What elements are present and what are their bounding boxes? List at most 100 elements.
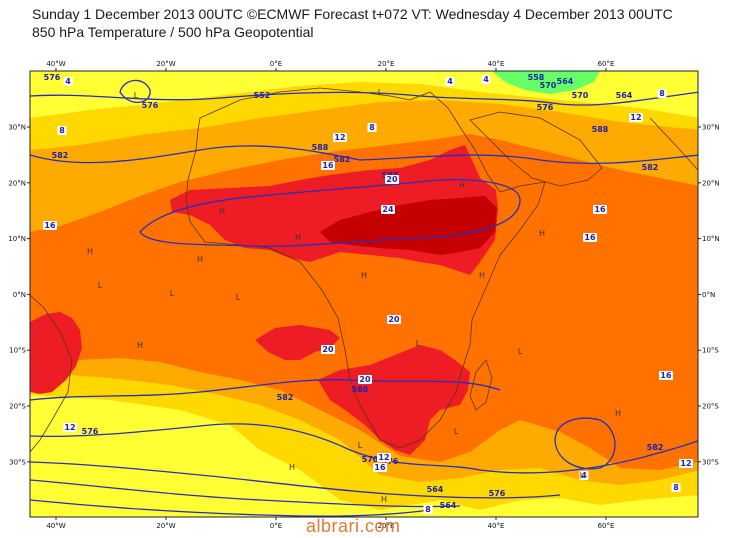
temperature-label-box: [445, 77, 455, 86]
left-lat-label: 30°S: [9, 458, 26, 466]
geopotential-label: 570: [572, 91, 589, 100]
top-lon-label: 20°W: [156, 60, 175, 68]
temperature-label-box: [579, 471, 589, 480]
temperature-label-box: [387, 315, 401, 324]
low-pressure-marker: L: [134, 91, 139, 100]
temperature-label-box: [679, 459, 693, 468]
geopotential-label: 570: [362, 455, 379, 464]
right-lat-label: 30°S: [702, 458, 719, 466]
temperature-label: 24: [382, 205, 394, 214]
bottom-lon-label: 60°E: [598, 522, 615, 530]
temperature-label: 16: [44, 221, 56, 230]
temperature-label: 12: [630, 113, 641, 122]
temperature-label: 20: [359, 375, 371, 384]
temperature-label-box: [63, 423, 77, 432]
low-pressure-marker: L: [416, 339, 421, 348]
geopotential-label: 570: [540, 81, 557, 90]
high-pressure-marker: H: [381, 495, 387, 504]
low-pressure-marker: L: [358, 441, 363, 450]
left-lat-label: 0°N: [13, 291, 26, 299]
geopotential-label: 558: [528, 73, 545, 82]
left-lat-label: 20°N: [8, 179, 26, 187]
geopotential-label: 588: [592, 125, 609, 134]
geopotential-label: 564: [440, 501, 457, 510]
right-lat-label: 20°N: [702, 179, 720, 187]
low-pressure-marker: L: [236, 293, 241, 302]
temperature-label: 4: [483, 75, 489, 84]
africa-coast: [185, 87, 546, 449]
contour-582-north: [30, 145, 698, 165]
temperature-label: 16: [374, 463, 386, 472]
temperature-label-box: [423, 505, 433, 514]
right-lat-label: 0°N: [702, 291, 715, 299]
geopotential-label: 582: [642, 163, 659, 172]
geopotential-label: 582: [334, 155, 351, 164]
high-pressure-marker: H: [479, 271, 485, 280]
top-lon-label: 60°E: [598, 60, 615, 68]
temperature-label: 16: [322, 161, 334, 170]
high-pressure-marker: H: [361, 271, 367, 280]
geopotential-label: 564: [427, 485, 444, 494]
bottom-lon-label: 0°E: [270, 522, 282, 530]
temperature-label-box: [373, 463, 387, 472]
geopotential-label: 582: [277, 393, 294, 402]
contour-564-south: [30, 499, 431, 517]
temperature-label-box: [657, 89, 667, 98]
temperature-field: [30, 71, 698, 517]
top-lon-label: 0°E: [270, 60, 282, 68]
temperature-label: 4: [65, 77, 71, 86]
temperature-label-box: [63, 77, 73, 86]
temperature-label-box: [321, 345, 335, 354]
left-lat-label: 30°N: [8, 124, 26, 132]
geopotential-label: 552: [254, 91, 271, 100]
high-pressure-marker: H: [615, 409, 621, 418]
top-lon-label: 20°E: [378, 60, 395, 68]
geopotential-label: 576: [142, 101, 159, 110]
temperature-label-box: [358, 375, 372, 384]
madagascar-coast: [469, 359, 493, 411]
temperature-label: 12: [64, 423, 75, 432]
temperature-label: 8: [673, 483, 679, 492]
temp-band-4-8: [30, 71, 698, 517]
temperature-label-box: [593, 205, 607, 214]
bottom-lon-label: 20°W: [156, 522, 175, 530]
top-lon-label: 40°E: [488, 60, 505, 68]
contour-low-northwest: [119, 79, 151, 103]
temperature-label-box: [583, 233, 597, 242]
high-pressure-marker: H: [137, 341, 143, 350]
geopotential-label: 576: [82, 427, 99, 436]
temperature-label-box: [659, 371, 673, 380]
low-pressure-marker: L: [454, 427, 459, 436]
india-coast: [649, 117, 698, 171]
left-lat-label: 20°S: [9, 403, 26, 411]
right-lat-label: 30°N: [702, 124, 720, 132]
geopotential-label: 576: [44, 73, 61, 82]
high-pressure-marker: H: [539, 229, 545, 238]
geopotential-label: 564: [616, 91, 633, 100]
contour-588-loop: [139, 178, 521, 247]
temperature-label-box: [629, 113, 643, 122]
high-pressure-marker: H: [289, 463, 295, 472]
low-pressure-marker: L: [170, 289, 175, 298]
temperature-label: 8: [369, 123, 375, 132]
geopotential-label: 582: [52, 151, 69, 160]
temperature-label: 20: [386, 175, 398, 184]
geopotential-label: 576: [489, 489, 506, 498]
temperature-label: 8: [425, 505, 431, 514]
left-lat-label: 10°S: [9, 347, 26, 355]
high-pressure-marker: H: [197, 255, 203, 264]
bottom-lon-label: 40°E: [488, 522, 505, 530]
geopotential-label: 588: [312, 143, 329, 152]
temperature-label: 20: [322, 345, 334, 354]
temperature-label-box: [367, 123, 377, 132]
temperature-label-box: [57, 126, 67, 135]
left-lat-label: 10°N: [8, 235, 26, 243]
low-pressure-marker: L: [580, 471, 585, 480]
temperature-label: 12: [334, 133, 345, 142]
temperature-label: 4: [581, 471, 587, 480]
contour-588-south: [30, 379, 501, 401]
temperature-label: 16: [584, 233, 596, 242]
temperature-label: 8: [59, 126, 65, 135]
temperature-label-box: [481, 75, 491, 84]
